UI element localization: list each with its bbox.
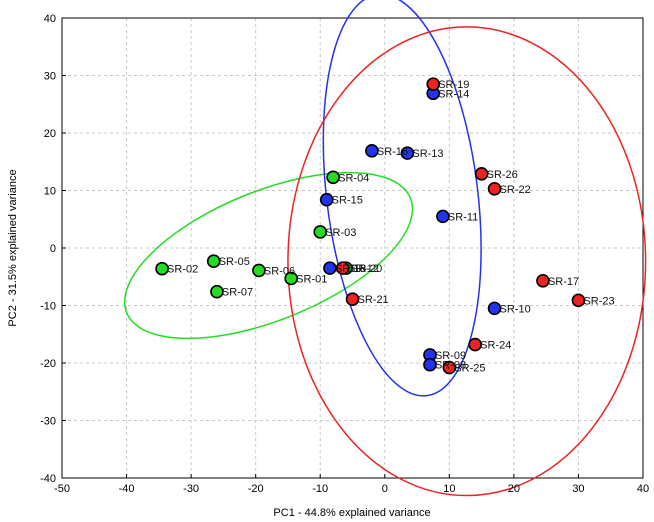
y-tick-label: 0: [50, 243, 56, 255]
point-sr-06: [252, 263, 266, 278]
y-tick-label: -30: [40, 416, 56, 428]
point-label-sr-06: SR-06: [264, 265, 295, 277]
x-tick-label: -50: [54, 483, 70, 495]
point-sr-13: [400, 146, 415, 160]
x-tick-label: -10: [312, 483, 328, 495]
point-label-sr-22: SR-22: [500, 184, 531, 196]
x-tick-label: 20: [508, 483, 520, 495]
y-axis-label: PC2 - 31.5% explained variance: [7, 169, 19, 326]
point-layer: [155, 77, 586, 375]
y-tick-label: 10: [44, 186, 56, 198]
y-tick-label: 30: [44, 71, 56, 83]
point-sr-12: [336, 261, 350, 275]
point-sr-25: [442, 360, 457, 375]
point-label-sr-20: SR-20: [351, 263, 382, 275]
point-label-sr-01: SR-01: [296, 273, 327, 285]
point-sr-04: [326, 170, 340, 185]
point-sr-19: [426, 77, 440, 91]
point-label-sr-17: SR-17: [548, 276, 579, 288]
point-label-sr-26: SR-26: [487, 169, 518, 181]
point-label-sr-13: SR-13: [412, 148, 443, 160]
y-tick-label: -10: [40, 301, 56, 313]
point-label-sr-15: SR-15: [332, 195, 363, 207]
point-label-sr-05: SR-05: [219, 256, 250, 268]
point-label-sr-12: SR-12: [348, 263, 379, 275]
point-label-sr-19: SR-19: [438, 79, 469, 91]
point-sr-21: [345, 292, 360, 306]
point-sr-07: [210, 284, 224, 299]
y-tick-label: -20: [40, 358, 56, 370]
point-sr-22: [487, 181, 502, 196]
x-axis-label: PC1 - 44.8% explained variance: [273, 507, 430, 519]
y-tick-label: -40: [40, 473, 56, 485]
x-tick-label: -30: [183, 483, 199, 495]
y-tick-label: 20: [44, 128, 56, 140]
x-tick-label: 30: [572, 483, 584, 495]
y-tick-label: 40: [44, 13, 56, 25]
point-label-sr-07: SR-07: [222, 287, 253, 299]
red-group-ellipse: [287, 26, 647, 497]
point-sr-11: [436, 209, 450, 224]
point-sr-01: [284, 271, 298, 286]
point-sr-16: [365, 144, 379, 158]
point-sr-02: [155, 261, 169, 276]
point-sr-24: [468, 337, 482, 352]
point-label-sr-25: SR-25: [454, 363, 485, 375]
x-tick-label: 10: [443, 483, 455, 495]
ellipse-layer: [123, 0, 647, 497]
point-label-sr-11: SR-11: [448, 211, 478, 223]
point-sr-17: [536, 273, 550, 288]
x-tick-label: -20: [248, 483, 264, 495]
point-label-sr-21: SR-21: [358, 294, 389, 306]
point-sr-15: [319, 192, 334, 207]
tick-layer: -50 -40 -30 -20 -10 0 10 20 30 40-40-30-20-100102…: [40, 13, 649, 495]
point-label-sr-08: SR-08: [435, 360, 466, 372]
x-tick-label: 40: [637, 483, 649, 495]
point-label-sr-16: SR-16: [377, 146, 408, 158]
point-sr-05: [206, 254, 221, 269]
point-sr-03: [313, 225, 328, 239]
point-sr-18: [323, 261, 337, 275]
point-label-sr-03: SR-03: [325, 227, 356, 239]
grid-layer: [62, 18, 643, 478]
point-label-sr-09: SR-09: [435, 350, 466, 362]
point-label-sr-10: SR-10: [500, 303, 531, 315]
x-tick-label: 0: [382, 483, 388, 495]
point-label-sr-23: SR-23: [583, 295, 614, 307]
point-label-sr-04: SR-04: [338, 172, 369, 184]
point-sr-10: [487, 301, 502, 316]
point-label-sr-24: SR-24: [480, 340, 511, 352]
point-sr-08: [423, 357, 437, 372]
point-sr-26: [474, 167, 489, 181]
point-sr-23: [571, 293, 586, 308]
x-tick-label: -40: [119, 483, 135, 495]
point-label-sr-02: SR-02: [167, 264, 198, 276]
point-label-sr-14: SR-14: [438, 88, 469, 100]
point-label-sr-18: SR-18: [335, 263, 366, 275]
